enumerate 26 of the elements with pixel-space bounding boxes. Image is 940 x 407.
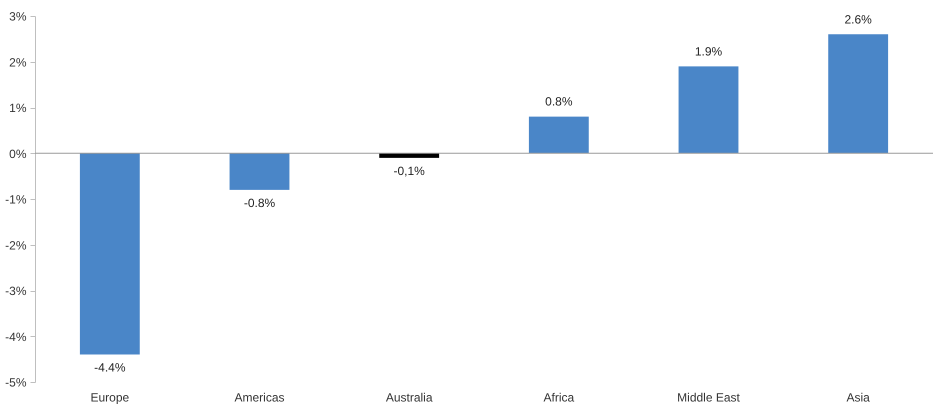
bar (80, 153, 140, 355)
x-tick-label: Africa (543, 390, 574, 404)
x-tick-label: Europe (90, 390, 130, 404)
data-label: -0.8% (244, 196, 276, 210)
y-tick-label: -4% (5, 330, 27, 344)
bar (230, 153, 290, 190)
x-tick-label: Asia (846, 390, 870, 404)
data-label: -0,1% (393, 164, 426, 178)
bar (828, 34, 888, 154)
y-tick-label: -2% (5, 238, 27, 252)
y-tick-label: -1% (5, 192, 27, 206)
bar (528, 116, 589, 154)
data-label: 0.8% (545, 94, 573, 109)
data-label: 2.6% (844, 12, 872, 26)
x-tick-label: Americas (234, 390, 285, 404)
y-tick-label: -5% (5, 376, 27, 390)
y-tick-label: -3% (5, 284, 27, 298)
x-tick-label: Middle East (677, 390, 741, 404)
y-tick-label: 0% (9, 146, 27, 161)
data-label: 1.9% (694, 44, 722, 58)
x-tick-label: Australia (386, 390, 433, 404)
y-tick-label: 3% (9, 10, 27, 24)
data-label: -4.4% (94, 360, 126, 375)
bar (678, 66, 738, 154)
y-tick-label: 2% (9, 55, 27, 70)
y-tick-label: 1% (9, 101, 27, 115)
